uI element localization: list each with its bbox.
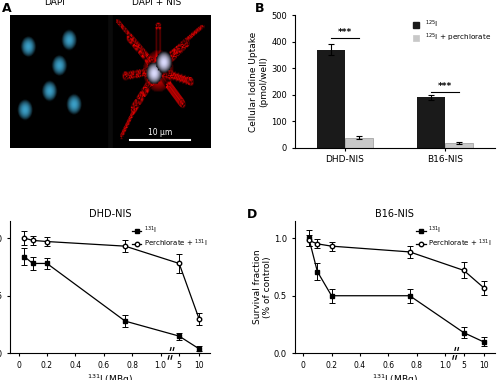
Bar [417, 97, 445, 148]
Y-axis label: Cellular Iodine Uptake
(pmol/well): Cellular Iodine Uptake (pmol/well) [249, 32, 268, 131]
Text: D: D [246, 207, 256, 220]
Bar [316, 50, 344, 148]
Text: 10 μm: 10 μm [148, 128, 172, 137]
Text: ***: *** [338, 28, 352, 37]
Bar [445, 143, 473, 148]
Text: B: B [254, 2, 264, 15]
Legend: $^{125}$I, $^{125}$I + perchlorate: $^{125}$I, $^{125}$I + perchlorate [413, 19, 492, 44]
Bar [344, 138, 372, 148]
Title: B16-NIS: B16-NIS [376, 209, 414, 218]
Title: DHD-NIS: DHD-NIS [89, 209, 132, 218]
Text: DAPI: DAPI [44, 0, 64, 7]
X-axis label: $^{131}$I (MBq): $^{131}$I (MBq) [372, 373, 418, 380]
Text: A: A [2, 2, 12, 15]
Y-axis label: Survival fraction
(% of control): Survival fraction (% of control) [253, 250, 272, 325]
X-axis label: $^{131}$I (MBq): $^{131}$I (MBq) [88, 373, 133, 380]
Text: ***: *** [438, 82, 452, 92]
Legend: $^{131}$I, Perchlorate + $^{131}$I: $^{131}$I, Perchlorate + $^{131}$I [416, 224, 492, 249]
Legend: $^{131}$I, Perchlorate + $^{131}$I: $^{131}$I, Perchlorate + $^{131}$I [132, 224, 207, 249]
Text: DAPI + NIS: DAPI + NIS [132, 0, 181, 7]
